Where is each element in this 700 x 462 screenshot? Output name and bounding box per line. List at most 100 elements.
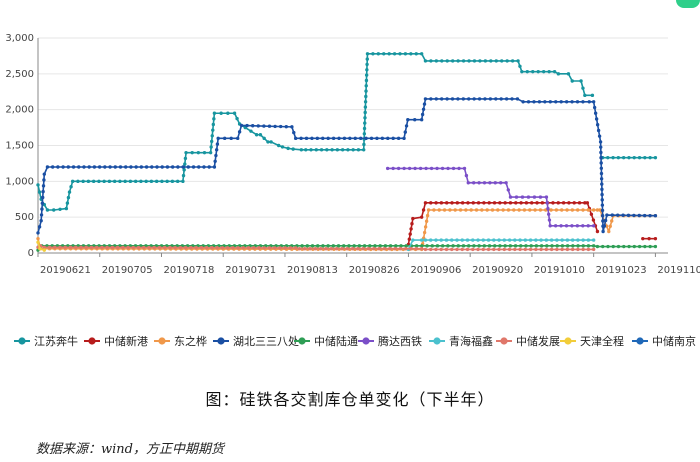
series-group (36, 52, 658, 252)
data-point (419, 215, 424, 219)
data-point (194, 245, 198, 250)
data-point (551, 201, 555, 205)
data-point (262, 246, 266, 250)
data-point (123, 179, 127, 184)
data-point (362, 142, 366, 147)
data-point (358, 136, 363, 141)
data-point (450, 59, 455, 63)
data-point (498, 244, 502, 248)
data-point (464, 173, 469, 178)
data-point (216, 136, 220, 141)
data-point (150, 165, 154, 169)
data-point (414, 52, 418, 56)
x-tick-label: 20190705 (102, 265, 153, 276)
data-point (258, 133, 263, 137)
series-7 (36, 244, 596, 252)
data-point (510, 97, 514, 101)
data-point (445, 97, 449, 101)
data-point (429, 238, 433, 242)
data-point (641, 236, 645, 241)
data-point (455, 201, 460, 205)
data-point (519, 244, 523, 248)
data-point (245, 123, 249, 128)
data-point (513, 238, 517, 242)
data-point (383, 244, 388, 248)
data-point (507, 247, 512, 252)
data-point (176, 165, 180, 169)
data-point (494, 59, 498, 63)
data-point (241, 246, 246, 250)
data-point (423, 238, 428, 242)
data-point (236, 136, 240, 141)
data-point (564, 224, 569, 228)
data-point (608, 224, 612, 228)
data-point (402, 136, 406, 141)
data-point (429, 201, 433, 205)
data-point (545, 201, 549, 205)
legend-label: 中储南京 (652, 334, 696, 348)
data-point (653, 244, 658, 249)
data-point (505, 59, 509, 63)
data-point (36, 183, 40, 187)
data-point (211, 122, 216, 127)
data-point (363, 116, 367, 120)
legend-marker (433, 337, 441, 345)
data-point (39, 219, 43, 223)
data-point (36, 231, 40, 235)
data-point (303, 247, 307, 251)
data-point (183, 156, 188, 161)
data-point (411, 216, 415, 221)
data-point (481, 247, 485, 252)
data-point (616, 155, 621, 160)
data-point (434, 238, 438, 242)
data-point (363, 110, 367, 115)
data-point (128, 179, 133, 184)
data-point (600, 198, 604, 202)
data-point (548, 100, 553, 104)
data-point (535, 201, 539, 205)
data-point (537, 100, 542, 104)
data-point (585, 201, 590, 205)
data-point (611, 155, 615, 160)
data-point (209, 145, 213, 149)
data-point (439, 97, 444, 101)
legend-marker (564, 337, 572, 345)
data-point (570, 238, 575, 242)
data-point (534, 238, 538, 242)
data-point (42, 172, 46, 176)
data-point (425, 244, 429, 248)
data-point (196, 150, 201, 155)
data-point (648, 213, 652, 218)
data-point (136, 245, 141, 250)
data-point (429, 247, 433, 252)
data-point (365, 52, 370, 56)
x-tick-label: 20191023 (596, 265, 647, 276)
data-point (365, 68, 369, 72)
data-point (426, 208, 431, 212)
legend-label: 中储陆通 (314, 334, 358, 348)
data-point (512, 208, 516, 212)
data-point (465, 238, 470, 242)
data-point (600, 187, 604, 192)
data-point (576, 244, 580, 248)
data-point (467, 244, 471, 248)
data-point (457, 166, 461, 171)
data-point (488, 181, 492, 185)
data-point (342, 136, 347, 141)
data-point (586, 244, 591, 248)
data-point (131, 245, 136, 250)
data-point (539, 247, 543, 252)
data-point (518, 247, 522, 252)
data-point (498, 201, 502, 205)
data-point (321, 244, 325, 248)
data-point (504, 181, 508, 185)
data-point (305, 244, 310, 248)
data-point (445, 59, 449, 63)
data-point (376, 52, 381, 56)
data-point (493, 244, 497, 248)
data-point (539, 244, 544, 248)
data-point (170, 179, 175, 184)
data-point (485, 208, 489, 212)
data-point (222, 136, 227, 141)
data-point (420, 112, 425, 117)
